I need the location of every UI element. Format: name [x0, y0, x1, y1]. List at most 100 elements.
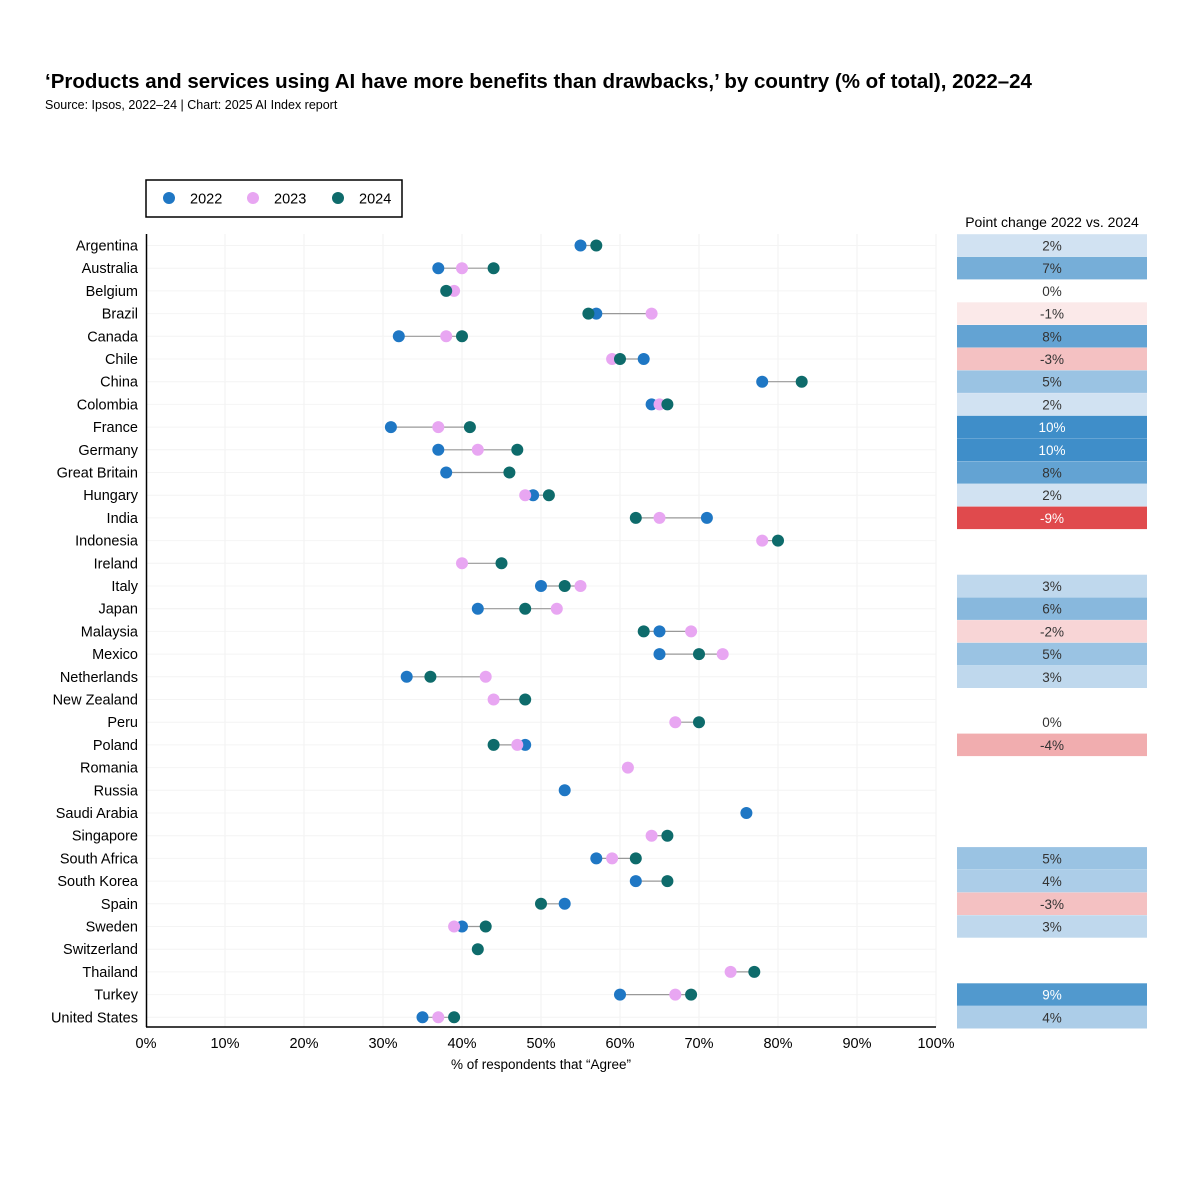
change-cell-hungary	[957, 483, 1147, 507]
point-2022-saudi-arabia	[740, 807, 753, 819]
x-tick-labels: 0% 10% 20% 30% 40% 50% 60% 70% 80% 90% 100%	[136, 1036, 955, 1052]
change-value-south-korea: 4%	[1042, 874, 1062, 889]
point-2022-south-korea	[629, 875, 642, 888]
point-2024-germany	[511, 443, 524, 456]
country-label-china: China	[100, 375, 139, 391]
country-label-switzerland: Switzerland	[63, 942, 138, 958]
change-cell-argentina	[957, 234, 1147, 257]
point-2024-netherlands	[424, 670, 437, 683]
point-2024-mexico	[693, 648, 705, 661]
country-label-japan: Japan	[98, 602, 138, 618]
point-2023-hungary	[519, 489, 532, 502]
point-2023-australia	[456, 262, 468, 275]
change-value-belgium: 0%	[1042, 284, 1062, 299]
change-value-netherlands: 3%	[1042, 670, 1062, 685]
x-tick-label: 60%	[605, 1036, 634, 1052]
point-2023-netherlands	[479, 670, 492, 683]
country-label-spain: Spain	[101, 897, 138, 913]
change-cell-mexico	[957, 642, 1147, 666]
point-2023-south-africa	[606, 852, 619, 865]
change-cell-turkey	[957, 983, 1147, 1006]
country-labels: Argentina Australia Belgium Brazil Canada Chi…	[51, 239, 139, 1027]
country-label-great-britain: Great Britain	[57, 466, 138, 482]
point-2024-new-zealand	[519, 693, 532, 706]
change-value-brazil: -1%	[1040, 307, 1064, 322]
country-label-malaysia: Malaysia	[81, 624, 139, 640]
change-cell-poland	[957, 733, 1147, 757]
country-label-mexico: Mexico	[92, 647, 138, 663]
point-2024-argentina	[590, 239, 603, 252]
point-2024-thailand	[748, 965, 761, 978]
country-label-poland: Poland	[93, 738, 138, 754]
change-value-spain: -3%	[1040, 897, 1064, 912]
country-label-canada: Canada	[87, 329, 139, 345]
country-label-south-africa: South Africa	[60, 851, 139, 867]
point-2022-malaysia	[653, 625, 666, 638]
country-label-sweden: Sweden	[86, 920, 138, 936]
chart-title: ‘Products and services using AI have mor…	[45, 70, 1032, 93]
legend: 2022 2023 2024	[145, 179, 403, 218]
change-cell-netherlands	[957, 665, 1147, 688]
country-label-hungary: Hungary	[83, 488, 139, 504]
change-value-turkey: 9%	[1042, 988, 1062, 1003]
point-2022-russia	[558, 784, 571, 797]
country-label-south-korea: South Korea	[57, 874, 139, 890]
change-value-peru: 0%	[1042, 715, 1062, 730]
point-2023-singapore	[645, 829, 658, 842]
point-2023-new-zealand	[487, 693, 500, 706]
point-2024-brazil	[582, 307, 595, 320]
country-label-india: India	[107, 511, 139, 527]
point-2023-india	[653, 511, 666, 524]
point-2023-united-states	[432, 1011, 445, 1024]
point-2024-chile	[614, 353, 626, 365]
change-value-australia: 7%	[1042, 261, 1062, 276]
point-2024-spain	[535, 897, 547, 910]
change-value-china: 5%	[1042, 375, 1062, 390]
point-change-column: 2% 7% 0% -1% 8% -3% 5% 2% 10% 10% 8% 2% -9% 3% 6% -2% 5%…	[957, 234, 1147, 1029]
change-value-argentina: 2%	[1042, 239, 1062, 254]
point-2023-france	[432, 421, 445, 434]
change-cell-japan	[957, 597, 1147, 620]
point-2022-netherlands	[400, 670, 413, 683]
change-cell-canada	[957, 325, 1147, 348]
point-2023-ireland	[456, 557, 468, 570]
change-value-great-britain: 8%	[1042, 466, 1062, 481]
change-value-france: 10%	[1038, 420, 1065, 435]
point-2022-great-britain	[440, 466, 453, 479]
point-2023-thailand	[724, 965, 737, 978]
point-2024-colombia	[661, 398, 674, 411]
point-2022-germany	[432, 443, 445, 456]
change-value-malaysia: -2%	[1040, 624, 1064, 639]
country-label-germany: Germany	[78, 443, 138, 459]
point-2023-peru	[669, 716, 682, 729]
change-cell-belgium	[957, 279, 1147, 303]
point-2024-sweden	[479, 920, 492, 933]
point-2023-mexico	[716, 648, 729, 661]
change-cell-germany	[957, 438, 1147, 461]
x-tick-label: 90%	[842, 1036, 871, 1052]
point-2023-malaysia	[685, 625, 698, 638]
point-2022-mexico	[653, 648, 666, 661]
point-2023-canada	[440, 330, 453, 343]
legend-marker-2024	[332, 192, 344, 204]
change-value-hungary: 2%	[1042, 488, 1062, 503]
point-2024-south-korea	[661, 875, 674, 888]
x-tick-label: 100%	[917, 1036, 954, 1052]
point-2023-germany	[471, 443, 484, 456]
point-2022-canada	[392, 330, 405, 343]
x-tick-label: 80%	[763, 1036, 792, 1052]
point-2024-great-britain	[503, 466, 516, 479]
country-label-brazil: Brazil	[102, 307, 138, 323]
country-label-argentina: Argentina	[76, 239, 139, 255]
x-tick-label: 30%	[368, 1036, 397, 1052]
legend-box	[145, 179, 403, 218]
x-tick-label: 50%	[526, 1036, 555, 1052]
country-label-france: France	[93, 420, 138, 436]
country-label-united-states: United States	[51, 1010, 138, 1026]
change-cell-south-africa	[957, 847, 1147, 870]
point-2024-australia	[487, 262, 500, 275]
point-2024-singapore	[661, 829, 674, 842]
country-label-thailand: Thailand	[82, 965, 138, 981]
point-2024-india	[629, 511, 642, 524]
